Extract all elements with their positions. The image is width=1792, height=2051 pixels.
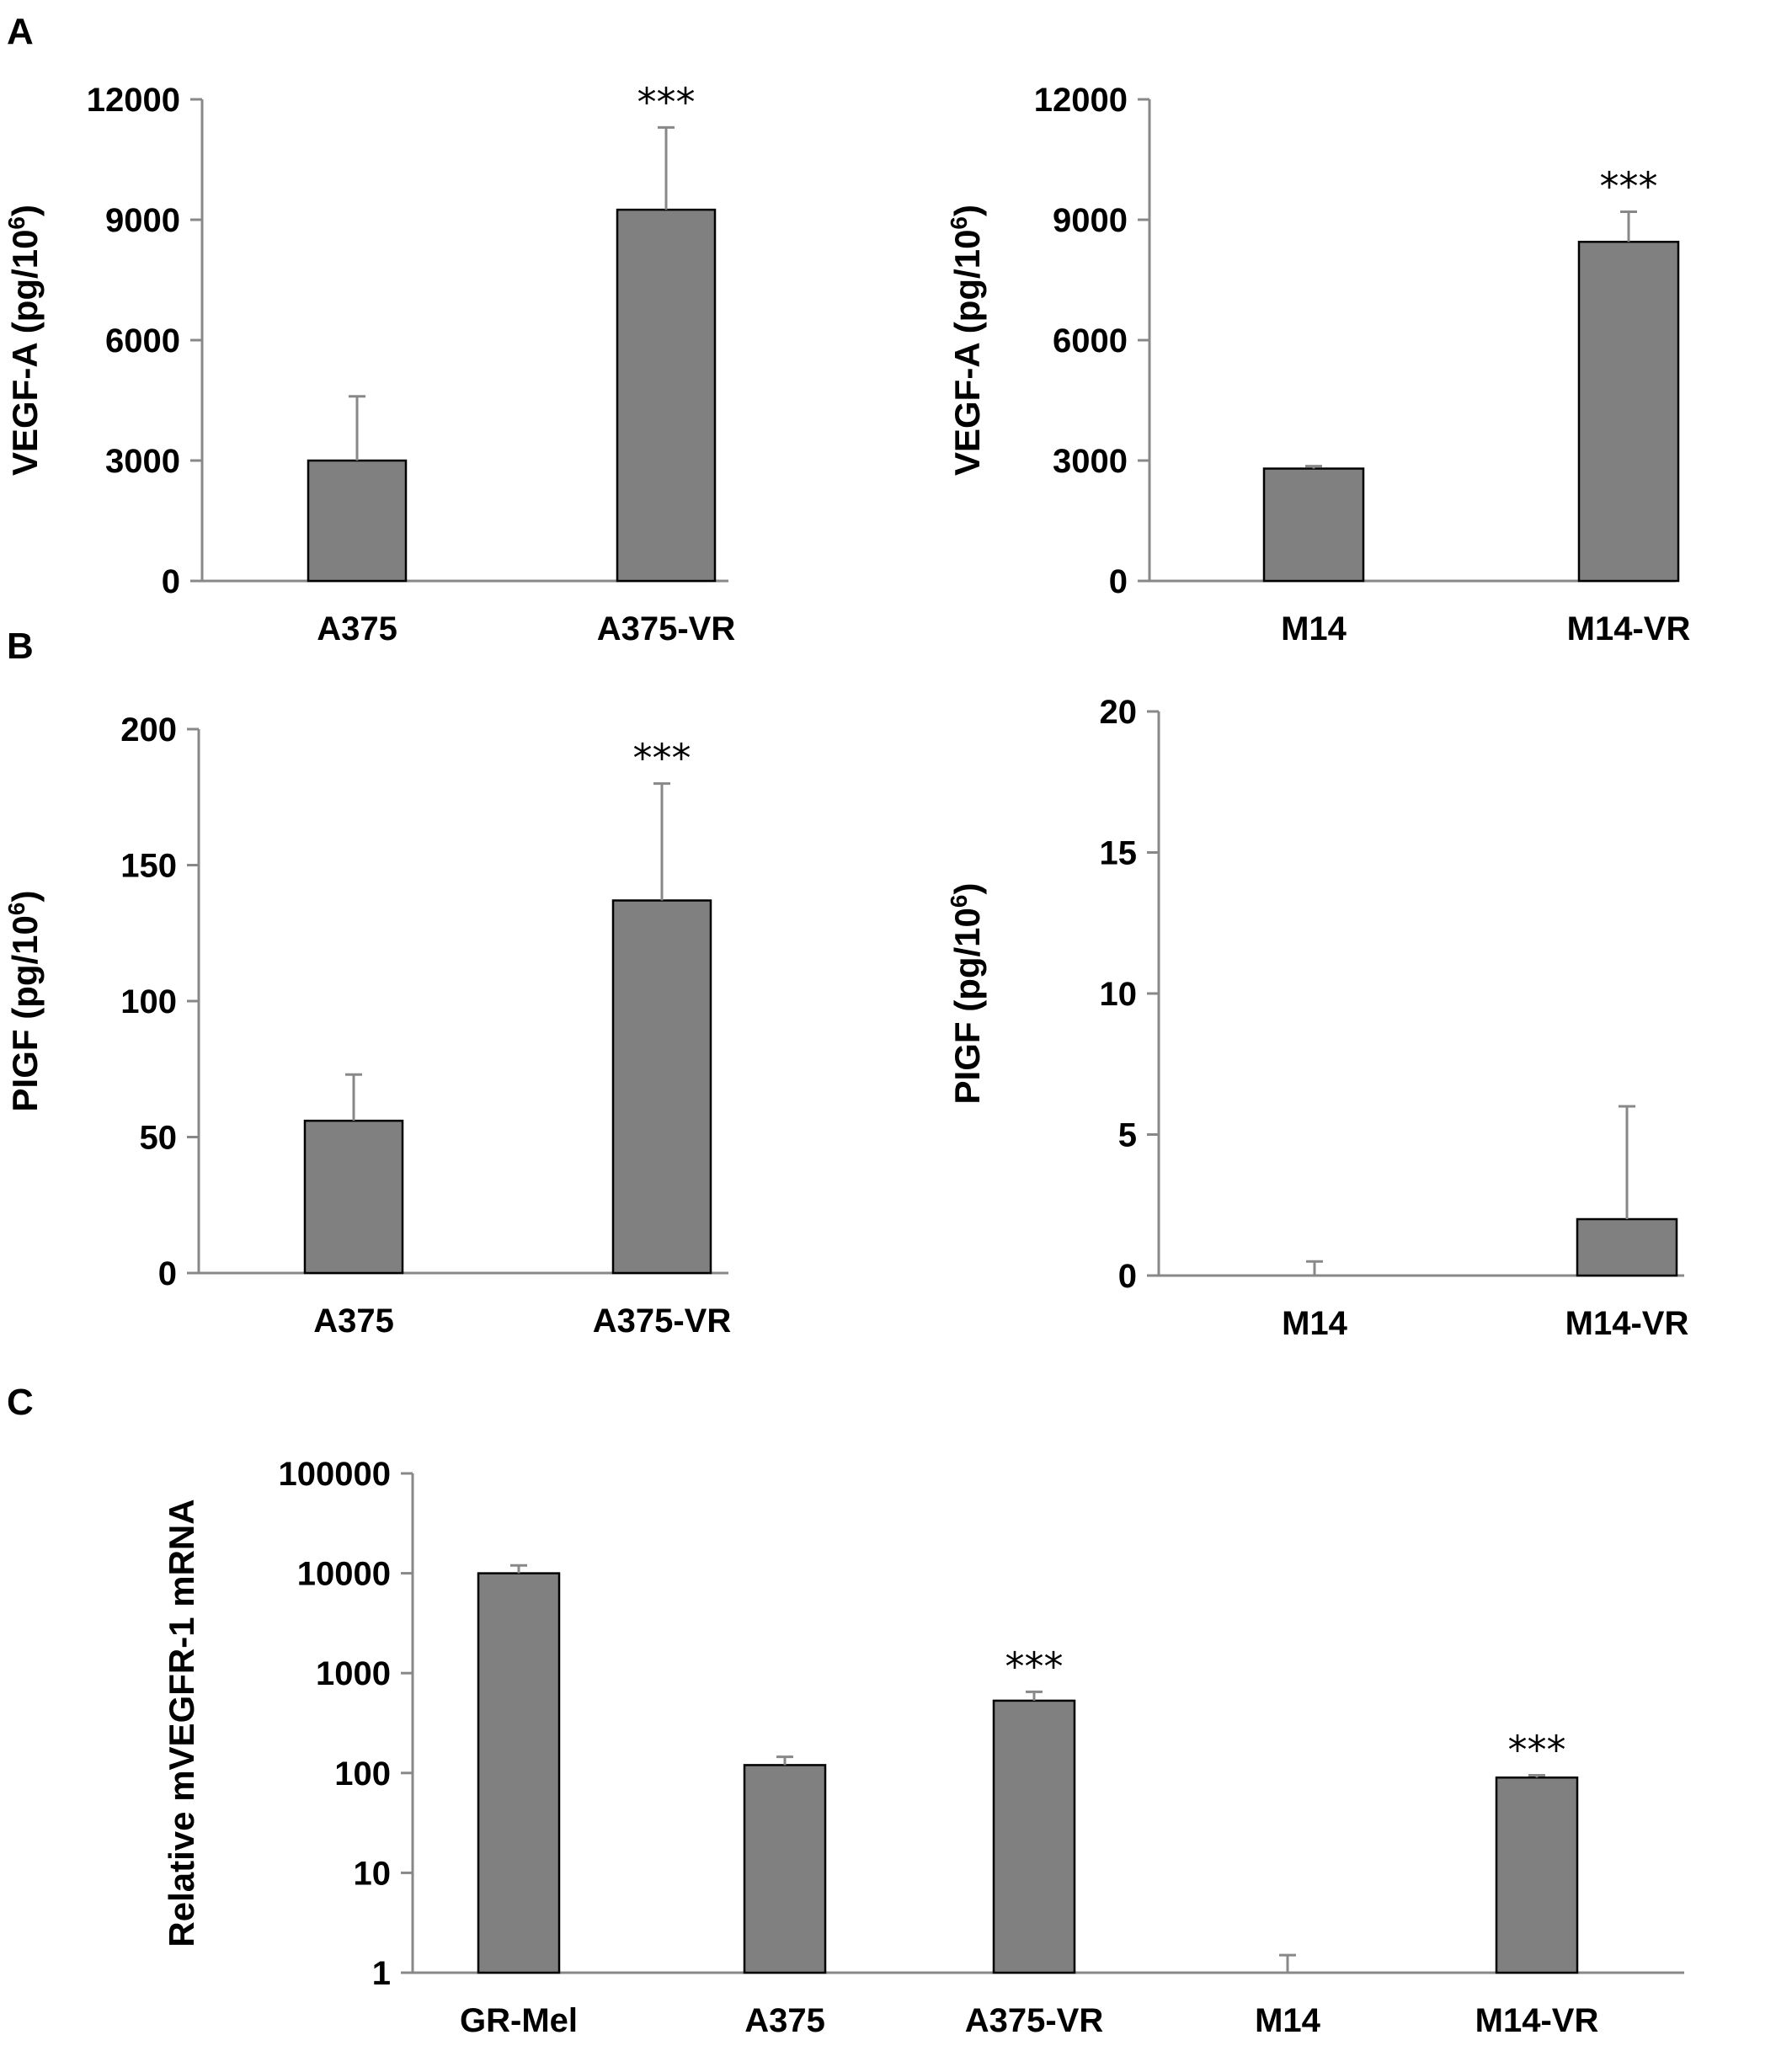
y-tick-label: 9000: [105, 202, 180, 239]
bar: [1576, 1217, 1678, 1277]
x-tick-label: GR-Mel: [460, 2002, 578, 2039]
y-tick-label: 150: [120, 848, 177, 885]
y-tick-label: 100000: [279, 1456, 391, 1493]
bar: [992, 1699, 1076, 1974]
bar: [611, 899, 712, 1275]
y-tick-label: 3000: [1053, 443, 1128, 480]
chart-2: 0 3000 6000 9000 12000 VEGF-A (pg/106) M14 M14-…: [946, 82, 1691, 647]
bar: [303, 1119, 404, 1275]
x-tick-label: A375: [313, 1303, 394, 1340]
chart-1: 0 3000 6000 9000 12000 VEGF-A (pg/106) A375 A37…: [3, 79, 736, 647]
bar: [477, 1572, 561, 1974]
y-axis-title: VEGF-A (pg/106): [946, 205, 988, 476]
x-tick-label: A375-VR: [597, 610, 736, 647]
y-tick-label: 12000: [87, 82, 180, 119]
bar: [616, 208, 717, 583]
x-tick-label: M14: [1255, 2002, 1321, 2039]
y-tick-label: 10: [354, 1855, 392, 1892]
significance-mark: ***: [1005, 1643, 1064, 1689]
y-tick-label: 20: [1100, 694, 1138, 731]
x-tick-label: M14-VR: [1475, 2002, 1599, 2039]
y-tick-label: 3000: [105, 443, 180, 480]
chart-3: 0 50 100 150 200 PIGF (pg/106) A375 A375-VR ***: [3, 711, 732, 1340]
bar: [307, 459, 408, 583]
panel-letter-a: A: [7, 11, 34, 52]
x-tick-label: M14: [1282, 1305, 1348, 1342]
chart-5: 1 10 100 1000 10000 100000 Relative mVEGFR-1 m…: [162, 1456, 1684, 2039]
y-tick-label: 15: [1100, 835, 1138, 872]
x-tick-label: A375-VR: [965, 2002, 1104, 2039]
y-tick-label: 0: [162, 563, 180, 600]
bar: [1495, 1776, 1579, 1974]
y-tick-label: 0: [1118, 1258, 1137, 1295]
x-tick-label: M14-VR: [1567, 610, 1691, 647]
y-tick-label: 200: [120, 711, 177, 748]
panel-letter-b: B: [7, 626, 34, 667]
bar: [1577, 240, 1680, 583]
y-axis-title: Relative mVEGFR-1 mRNA: [162, 1499, 201, 1947]
y-tick-label: 50: [140, 1120, 178, 1157]
significance-mark: ***: [1600, 163, 1658, 209]
y-tick-label: 6000: [105, 322, 180, 360]
y-tick-label: 10: [1100, 976, 1138, 1013]
y-tick-label: 1000: [316, 1655, 391, 1692]
x-tick-label: A375-VR: [593, 1303, 732, 1340]
y-tick-label: 0: [158, 1255, 177, 1292]
y-tick-label: 10000: [297, 1556, 391, 1593]
bar: [1262, 467, 1365, 583]
y-tick-label: 1: [372, 1955, 391, 1992]
x-tick-label: M14-VR: [1565, 1305, 1689, 1342]
y-tick-label: 100: [120, 983, 177, 1020]
y-tick-label: 100: [334, 1755, 391, 1793]
bar: [743, 1764, 827, 1974]
panel-letter-c: C: [7, 1382, 34, 1423]
y-axis-title: PIGF (pg/106): [946, 883, 988, 1105]
y-tick-label: 6000: [1053, 322, 1128, 360]
y-tick-label: 9000: [1053, 202, 1128, 239]
chart-4: 0 5 10 15 20 PIGF (pg/106) M14 M14-VR: [946, 694, 1689, 1342]
y-tick-label: 5: [1118, 1117, 1137, 1154]
x-tick-label: M14: [1281, 610, 1347, 647]
y-axis-title: VEGF-A (pg/106): [3, 205, 45, 476]
x-tick-label: A375: [744, 2002, 825, 2039]
y-tick-label: 0: [1109, 563, 1128, 600]
significance-mark: ***: [633, 736, 691, 781]
y-tick-label: 12000: [1034, 82, 1128, 119]
significance-mark: ***: [637, 79, 696, 125]
x-tick-label: A375: [317, 610, 397, 647]
y-axis-title: PIGF (pg/106): [3, 891, 45, 1112]
significance-mark: ***: [1508, 1727, 1566, 1772]
